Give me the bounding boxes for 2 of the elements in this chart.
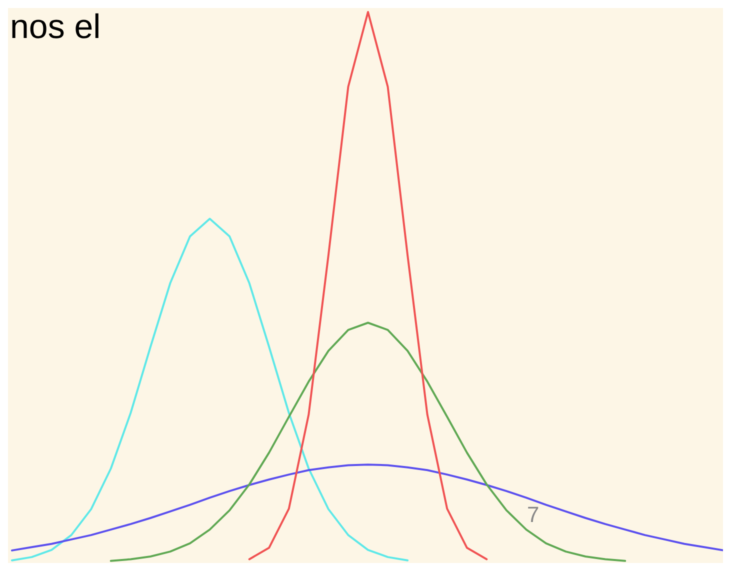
annotation: 7 (527, 502, 540, 527)
annotation: nos el (10, 8, 101, 46)
